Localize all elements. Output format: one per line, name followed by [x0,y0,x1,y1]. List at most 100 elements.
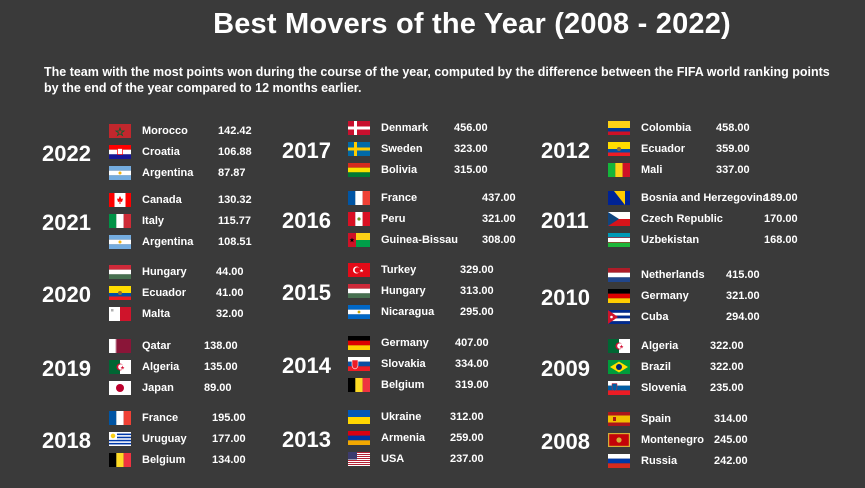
ecuador-flag-icon [109,286,131,300]
uruguay-flag-icon [109,432,131,446]
italy-flag-icon [109,214,131,228]
country-name: Denmark [381,122,429,134]
country-name: France [142,412,179,424]
country-name: Slovakia [381,358,426,370]
turkey-flag-icon [348,263,370,277]
country-name: Belgium [381,379,425,391]
germany-flag-icon [348,336,370,350]
france-flag-icon [109,411,131,425]
year-label: 2018 [42,428,91,453]
points-value: 32.00 [216,308,244,320]
country-name: Spain [641,413,671,425]
points-value: 313.00 [460,285,494,297]
points-value: 295.00 [460,306,494,318]
points-value: 235.00 [710,382,744,394]
points-value: 321.00 [482,213,516,225]
country-name: Ukraine [381,411,422,423]
country-name: Morocco [142,125,188,137]
algeria-flag-icon [608,339,630,353]
armenia-flag-icon [348,431,370,445]
cuba-flag-icon [608,310,630,324]
croatia-flag-icon [109,145,131,159]
country-name: Guinea-Bissau [381,234,459,246]
malta-flag-icon [109,307,131,321]
slovakia-flag-icon [348,357,370,371]
year-label: 2015 [282,280,331,305]
country-name: Brazil [641,361,671,373]
points-value: 308.00 [482,234,516,246]
hungary-flag-icon [348,284,370,298]
country-name: Slovenia [641,382,687,394]
usa-flag-icon [348,452,370,466]
country-name: Italy [142,215,165,227]
japan-flag-icon [109,381,131,395]
points-value: 407.00 [455,337,489,349]
denmark-flag-icon [348,121,370,135]
guinea-bissau-flag-icon [348,233,370,247]
points-value: 142.42 [218,125,252,137]
points-value: 177.00 [212,433,246,445]
country-name: Hungary [142,266,187,278]
points-value: 170.00 [764,213,798,225]
points-value: 259.00 [450,432,484,444]
montenegro-flag-icon [608,433,630,447]
points-value: 294.00 [726,311,760,323]
argentina-flag-icon [109,235,131,249]
points-value: 337.00 [716,164,750,176]
points-value: 41.00 [216,287,244,299]
country-name: Uzbekistan [641,234,700,246]
country-name: Algeria [641,340,679,352]
brazil-flag-icon [608,360,630,374]
points-value: 321.00 [726,290,760,302]
country-name: Argentina [142,167,194,179]
russia-flag-icon [608,454,630,468]
page-title: Best Movers of the Year (2008 - 2022) [213,8,731,40]
country-name: Peru [381,213,406,225]
year-label: 2017 [282,138,331,163]
points-value: 108.51 [218,236,252,248]
points-value: 195.00 [212,412,246,424]
belgium-flag-icon [348,378,370,392]
page-subtitle: The team with the most points won during… [44,65,830,95]
country-name: Russia [641,455,678,467]
points-value: 242.00 [714,455,748,467]
year-label: 2014 [282,353,331,378]
spain-flag-icon [608,412,630,426]
country-name: Cuba [641,311,669,323]
country-name: Bolivia [381,164,418,176]
country-name: Germany [641,290,689,302]
points-value: 87.87 [218,167,246,179]
country-name: Germany [381,337,429,349]
country-name: Czech Republic [641,213,723,225]
points-value: 323.00 [454,143,488,155]
qatar-flag-icon [109,339,131,353]
points-value: 329.00 [460,264,494,276]
year-label: 2009 [541,356,590,381]
country-name: Colombia [641,122,692,134]
points-value: 138.00 [204,340,238,352]
czech-flag-icon [608,212,630,226]
bolivia-flag-icon [348,163,370,177]
points-value: 189.00 [764,192,798,204]
points-value: 322.00 [710,361,744,373]
algeria-flag-icon [109,360,131,374]
argentina-flag-icon [109,166,131,180]
year-label: 2013 [282,427,331,452]
hungary-flag-icon [109,265,131,279]
country-name: Algeria [142,361,180,373]
points-value: 135.00 [204,361,238,373]
year-label: 2022 [42,141,91,166]
country-name: Mali [641,164,663,176]
year-label: 2008 [541,429,590,454]
points-value: 437.00 [482,192,516,204]
slovenia-flag-icon [608,381,630,395]
ecuador-flag-icon [608,142,630,156]
points-value: 130.32 [218,194,252,206]
belgium-flag-icon [109,453,131,467]
country-name: Qatar [142,340,171,352]
points-value: 312.00 [450,411,484,423]
country-name: Montenegro [641,434,704,446]
country-name: Belgium [142,454,186,466]
year-label: 2016 [282,208,331,233]
country-name: Bosnia and Herzegovina [641,192,769,204]
